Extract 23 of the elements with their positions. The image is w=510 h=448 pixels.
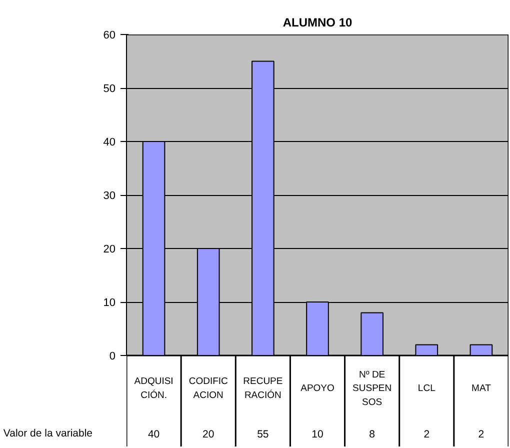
x-tick-label: MAT	[472, 383, 492, 394]
data-label: 2	[478, 428, 484, 440]
x-tick-label: APOYO	[300, 383, 334, 394]
y-tick-label: 50	[103, 83, 116, 95]
y-tick-label: 20	[103, 244, 116, 256]
data-label: 10	[312, 428, 324, 440]
data-label: 40	[148, 428, 160, 440]
x-tick-label: RECUPE RACIÓN	[243, 376, 283, 401]
chart-title: ALUMNO 10	[282, 16, 352, 30]
y-tick-label: 40	[103, 136, 116, 148]
data-label: 8	[369, 428, 376, 440]
x-tick-label: CODIFIC ACION	[188, 376, 228, 401]
x-tick-label: ADQUISI CIÓN.	[134, 376, 174, 401]
data-label: 55	[257, 428, 269, 440]
x-tick-label: LCL	[418, 383, 436, 394]
data-label: 20	[202, 428, 214, 440]
x-tick-label: Nº DE SUSPEN SOS	[352, 369, 392, 408]
y-tick-label: 30	[103, 190, 116, 202]
y-tick-label: 60	[103, 30, 116, 42]
y-tick-label: 0	[109, 350, 116, 362]
y-tick-label: 10	[103, 297, 116, 309]
text: Valor de la variable	[3, 428, 93, 440]
data-label: 2	[424, 428, 430, 440]
